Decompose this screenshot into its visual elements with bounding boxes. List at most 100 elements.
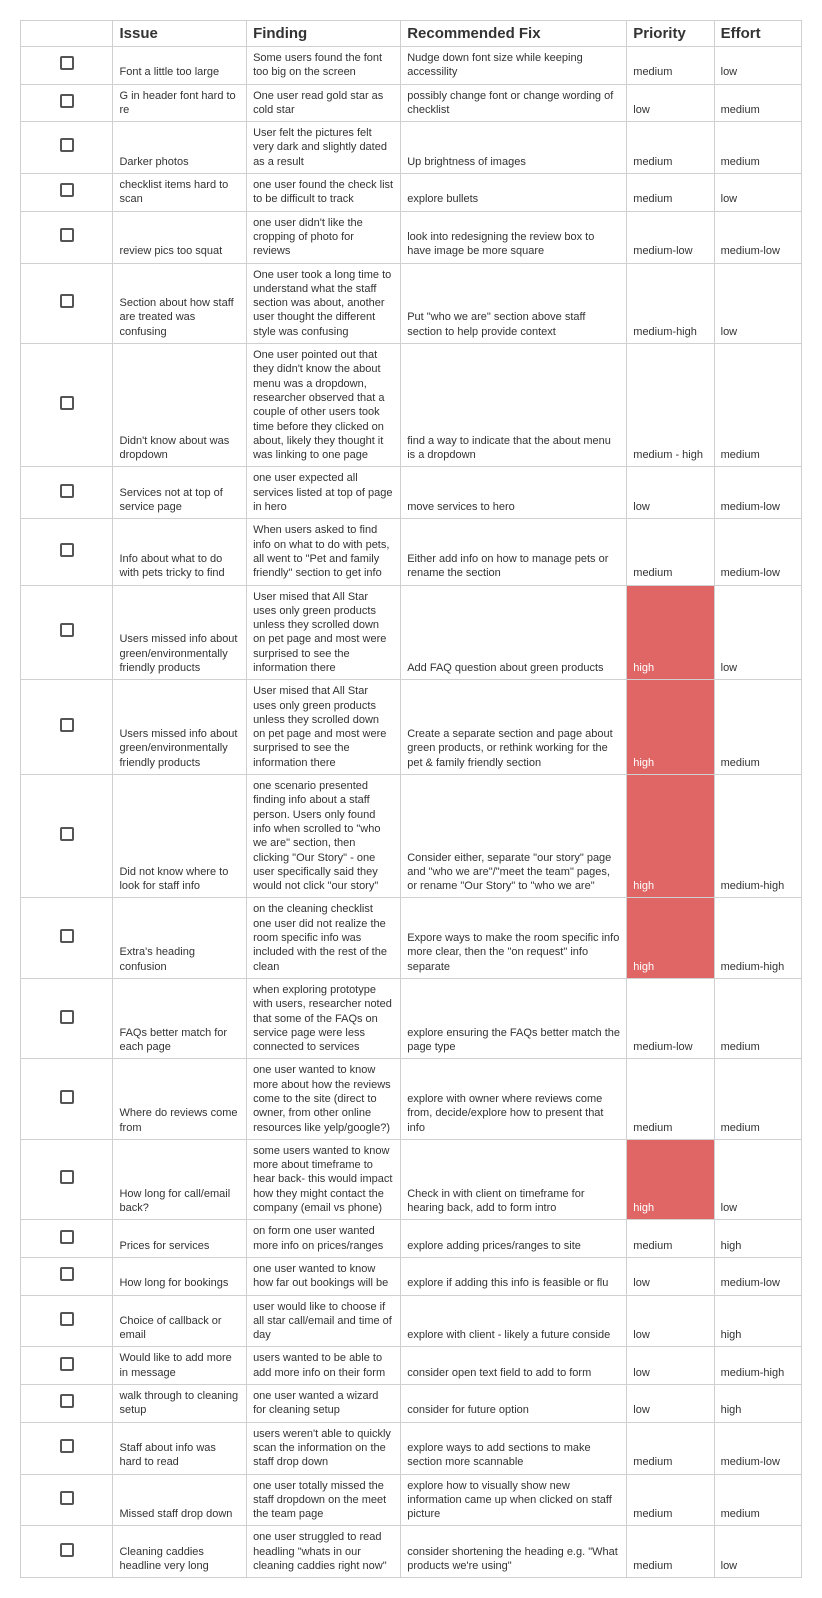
fix-cell: explore bullets — [401, 174, 627, 212]
priority-cell: high — [627, 1139, 714, 1219]
table-row: review pics too squatone user didn't lik… — [21, 211, 802, 263]
fix-cell: explore with client - likely a future co… — [401, 1295, 627, 1347]
finding-cell: User felt the pictures felt very dark an… — [247, 122, 401, 174]
checkbox-icon[interactable] — [60, 1090, 74, 1104]
checkbox-cell[interactable] — [21, 84, 113, 122]
effort-cell: low — [714, 1139, 801, 1219]
checkbox-cell[interactable] — [21, 1139, 113, 1219]
checkbox-cell[interactable] — [21, 174, 113, 212]
checkbox-icon[interactable] — [60, 94, 74, 108]
finding-cell: one user totally missed the staff dropdo… — [247, 1474, 401, 1526]
checkbox-icon[interactable] — [60, 138, 74, 152]
finding-cell: Some users found the font too big on the… — [247, 47, 401, 85]
priority-cell: low — [627, 1347, 714, 1385]
issue-cell: Did not know where to look for staff inf… — [113, 775, 247, 898]
checkbox-cell[interactable] — [21, 519, 113, 585]
priority-cell: medium — [627, 174, 714, 212]
issue-cell: Darker photos — [113, 122, 247, 174]
checkbox-icon[interactable] — [60, 396, 74, 410]
priority-cell: medium — [627, 519, 714, 585]
issue-cell: Services not at top of service page — [113, 467, 247, 519]
finding-cell: User mised that All Star uses only green… — [247, 680, 401, 775]
priority-cell: low — [627, 1257, 714, 1295]
checkbox-icon[interactable] — [60, 1357, 74, 1371]
checkbox-icon[interactable] — [60, 1170, 74, 1184]
checkbox-cell[interactable] — [21, 1220, 113, 1258]
header-check — [21, 21, 113, 47]
checkbox-cell[interactable] — [21, 1385, 113, 1423]
checkbox-icon[interactable] — [60, 1010, 74, 1024]
checkbox-icon[interactable] — [60, 929, 74, 943]
table-row: Info about what to do with pets tricky t… — [21, 519, 802, 585]
checkbox-cell[interactable] — [21, 1347, 113, 1385]
checkbox-icon[interactable] — [60, 1267, 74, 1281]
checkbox-icon[interactable] — [60, 56, 74, 70]
checkbox-icon[interactable] — [60, 484, 74, 498]
fix-cell: explore if adding this info is feasible … — [401, 1257, 627, 1295]
priority-cell: medium-high — [627, 263, 714, 343]
checkbox-cell[interactable] — [21, 898, 113, 978]
checkbox-icon[interactable] — [60, 294, 74, 308]
checkbox-icon[interactable] — [60, 183, 74, 197]
effort-cell: medium-low — [714, 467, 801, 519]
checkbox-cell[interactable] — [21, 263, 113, 343]
effort-cell: high — [714, 1385, 801, 1423]
fix-cell: Put "who we are" section above staff sec… — [401, 263, 627, 343]
priority-cell: medium — [627, 122, 714, 174]
finding-cell: one scenario presented finding info abou… — [247, 775, 401, 898]
fix-cell: look into redesigning the review box to … — [401, 211, 627, 263]
issue-cell: Didn't know about was dropdown — [113, 344, 247, 467]
issue-cell: G in header font hard to re — [113, 84, 247, 122]
issue-cell: Staff about info was hard to read — [113, 1422, 247, 1474]
checkbox-cell[interactable] — [21, 1526, 113, 1578]
checkbox-cell[interactable] — [21, 344, 113, 467]
priority-cell: medium — [627, 1474, 714, 1526]
checkbox-cell[interactable] — [21, 1295, 113, 1347]
checkbox-icon[interactable] — [60, 827, 74, 841]
checkbox-icon[interactable] — [60, 1439, 74, 1453]
fix-cell: Add FAQ question about green products — [401, 585, 627, 680]
checkbox-cell[interactable] — [21, 122, 113, 174]
issue-cell: walk through to cleaning setup — [113, 1385, 247, 1423]
checkbox-cell[interactable] — [21, 775, 113, 898]
checkbox-icon[interactable] — [60, 228, 74, 242]
checkbox-cell[interactable] — [21, 1257, 113, 1295]
finding-cell: on form one user wanted more info on pri… — [247, 1220, 401, 1258]
checkbox-icon[interactable] — [60, 718, 74, 732]
table-row: Services not at top of service pageone u… — [21, 467, 802, 519]
effort-cell: low — [714, 1526, 801, 1578]
finding-cell: one user didn't like the cropping of pho… — [247, 211, 401, 263]
fix-cell: move services to hero — [401, 467, 627, 519]
fix-cell: explore how to visually show new informa… — [401, 1474, 627, 1526]
checkbox-cell[interactable] — [21, 467, 113, 519]
checkbox-cell[interactable] — [21, 1059, 113, 1139]
fix-cell: find a way to indicate that the about me… — [401, 344, 627, 467]
checkbox-icon[interactable] — [60, 1491, 74, 1505]
checkbox-icon[interactable] — [60, 1312, 74, 1326]
checkbox-icon[interactable] — [60, 1543, 74, 1557]
checkbox-icon[interactable] — [60, 1230, 74, 1244]
checkbox-cell[interactable] — [21, 680, 113, 775]
effort-cell: medium — [714, 680, 801, 775]
header-finding: Finding — [247, 21, 401, 47]
checkbox-cell[interactable] — [21, 978, 113, 1058]
table-row: G in header font hard to reOne user read… — [21, 84, 802, 122]
checkbox-icon[interactable] — [60, 543, 74, 557]
checkbox-icon[interactable] — [60, 623, 74, 637]
fix-cell: explore ways to add sections to make sec… — [401, 1422, 627, 1474]
checkbox-cell[interactable] — [21, 1474, 113, 1526]
checkbox-cell[interactable] — [21, 585, 113, 680]
issue-cell: Prices for services — [113, 1220, 247, 1258]
fix-cell: explore ensuring the FAQs better match t… — [401, 978, 627, 1058]
table-row: Did not know where to look for staff inf… — [21, 775, 802, 898]
checkbox-cell[interactable] — [21, 47, 113, 85]
finding-cell: One user read gold star as cold star — [247, 84, 401, 122]
priority-cell: low — [627, 1385, 714, 1423]
table-row: Section about how staff are treated was … — [21, 263, 802, 343]
checkbox-cell[interactable] — [21, 1422, 113, 1474]
finding-cell: some users wanted to know more about tim… — [247, 1139, 401, 1219]
table-row: Font a little too largeSome users found … — [21, 47, 802, 85]
effort-cell: medium-high — [714, 1347, 801, 1385]
checkbox-icon[interactable] — [60, 1394, 74, 1408]
checkbox-cell[interactable] — [21, 211, 113, 263]
